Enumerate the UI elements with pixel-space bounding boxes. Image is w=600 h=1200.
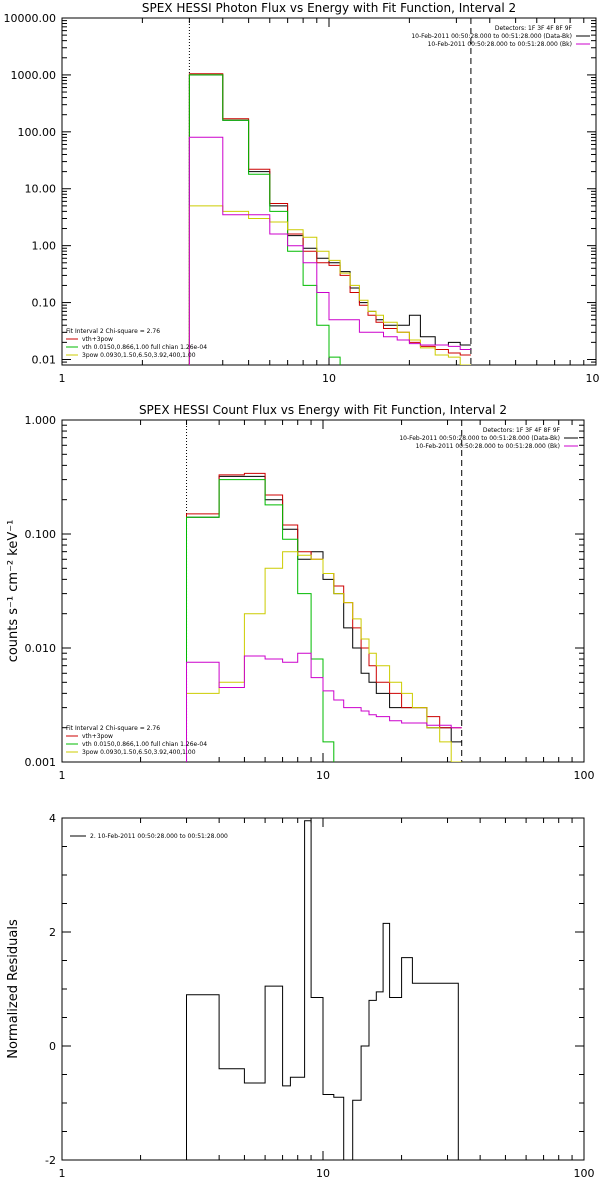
y-tick-label: 0 — [49, 1040, 56, 1053]
series-line-3 — [188, 74, 341, 365]
y-tick-label: 0.010 — [25, 642, 57, 655]
plot-1: SPEX HESSI Photon Flux vs Energy with Fi… — [4, 1, 600, 385]
legend-bottom-left-entry: 3pow 0.0930,1.50,6.50,3.92,400,1.00 — [82, 749, 196, 756]
x-tick-label: 1 — [59, 372, 66, 385]
series-group — [186, 472, 462, 762]
x-tick-label: 10 — [316, 1167, 330, 1180]
x-tick-label: 10 — [316, 769, 330, 782]
y-tick-label: 10000.00 — [4, 12, 57, 25]
series-line-1 — [186, 820, 459, 1160]
series-line-4 — [186, 551, 462, 762]
x-tick-label: 1 — [59, 769, 66, 782]
axes-box — [61, 817, 585, 1161]
legend-top-right-entry: Detectors: 1F 3F 4F 8F 9F — [495, 25, 573, 32]
y-tick-label: 1.00 — [32, 240, 57, 253]
y-tick-label: 1000.00 — [11, 69, 57, 82]
x-tick-label: 1 — [59, 1167, 66, 1180]
x-tick-label: 100 — [574, 1167, 595, 1180]
legend-bottom-left-entry: vth+3pow — [82, 336, 113, 343]
x-tick-label: 10 — [322, 372, 336, 385]
legend-top-right-entry: 10-Feb-2011 00:50:28.000 to 00:51:28.000… — [416, 443, 560, 450]
y-tick-label: 0.01 — [32, 353, 57, 366]
series-line-3 — [186, 479, 335, 762]
y-tick-label: 1.000 — [25, 414, 57, 427]
legend-bottom-left-entry: vth+3pow — [82, 733, 113, 740]
legend-bottom-left-entry: Fit Interval 2 Chi-square = 2.76 — [66, 328, 160, 335]
legend-bottom-left-entry: Fit Interval 2 Chi-square = 2.76 — [66, 725, 160, 732]
legend-bottom-left-entry: vth 0.0150,0.866,1.00 full chian 1.26e-0… — [82, 344, 207, 351]
y-tick-label: 4 — [49, 812, 56, 825]
y-axis-label: Normalized Residuals — [6, 919, 21, 1059]
legend-bottom-left-entry: vth 0.0150,0.866,1.00 full chian 1.26e-0… — [82, 741, 207, 748]
y-tick-label: 0.10 — [32, 297, 57, 310]
chart-title: SPEX HESSI Photon Flux vs Energy with Fi… — [142, 1, 516, 15]
series-group — [188, 73, 471, 365]
y-tick-label: 2 — [49, 926, 56, 939]
series-line-2 — [186, 472, 462, 762]
x-tick-label: 100 — [586, 372, 600, 385]
y-tick-label: 10.00 — [25, 183, 57, 196]
x-tick-label: 100 — [574, 769, 595, 782]
series-line-5 — [186, 652, 462, 762]
y-tick-label: 0.001 — [25, 756, 57, 769]
plot-3: Normalized Residuals 1 10 100 -2 0 2 4 2. 10-Feb… — [6, 812, 595, 1180]
legend-top-right-entry: 10-Feb-2011 00:50:28.000 to 00:51:28.000… — [399, 435, 560, 442]
series-line-5 — [188, 136, 471, 365]
plot-2: SPEX HESSI Count Flux vs Energy with Fit… — [6, 403, 595, 782]
legend-top-right-entry: 10-Feb-2011 00:50:28.000 to 00:51:28.000… — [411, 33, 572, 40]
y-axis-label: counts s⁻¹ cm⁻² keV⁻¹ — [6, 520, 21, 663]
series-line-4 — [188, 205, 471, 365]
series-line-1 — [186, 475, 462, 762]
chart-title: SPEX HESSI Count Flux vs Energy with Fit… — [139, 403, 507, 417]
series-line-2 — [188, 73, 471, 365]
legend-top-left-entry: 2. 10-Feb-2011 00:50:28.000 to 00:51:28.… — [90, 833, 228, 840]
legend-bottom-left-entry: 3pow 0.0930,1.50,6.50,3.92,400,1.00 — [82, 352, 196, 359]
legend-top-right-entry: 10-Feb-2011 00:50:28.000 to 00:51:28.000… — [428, 41, 572, 48]
series-group — [186, 820, 459, 1160]
y-tick-label: -2 — [45, 1154, 56, 1167]
y-tick-label: 0.100 — [25, 528, 57, 541]
y-tick-label: 100.00 — [18, 126, 57, 139]
legend-top-right-entry: Detectors: 1F 3F 4F 8F 9F — [483, 427, 561, 434]
